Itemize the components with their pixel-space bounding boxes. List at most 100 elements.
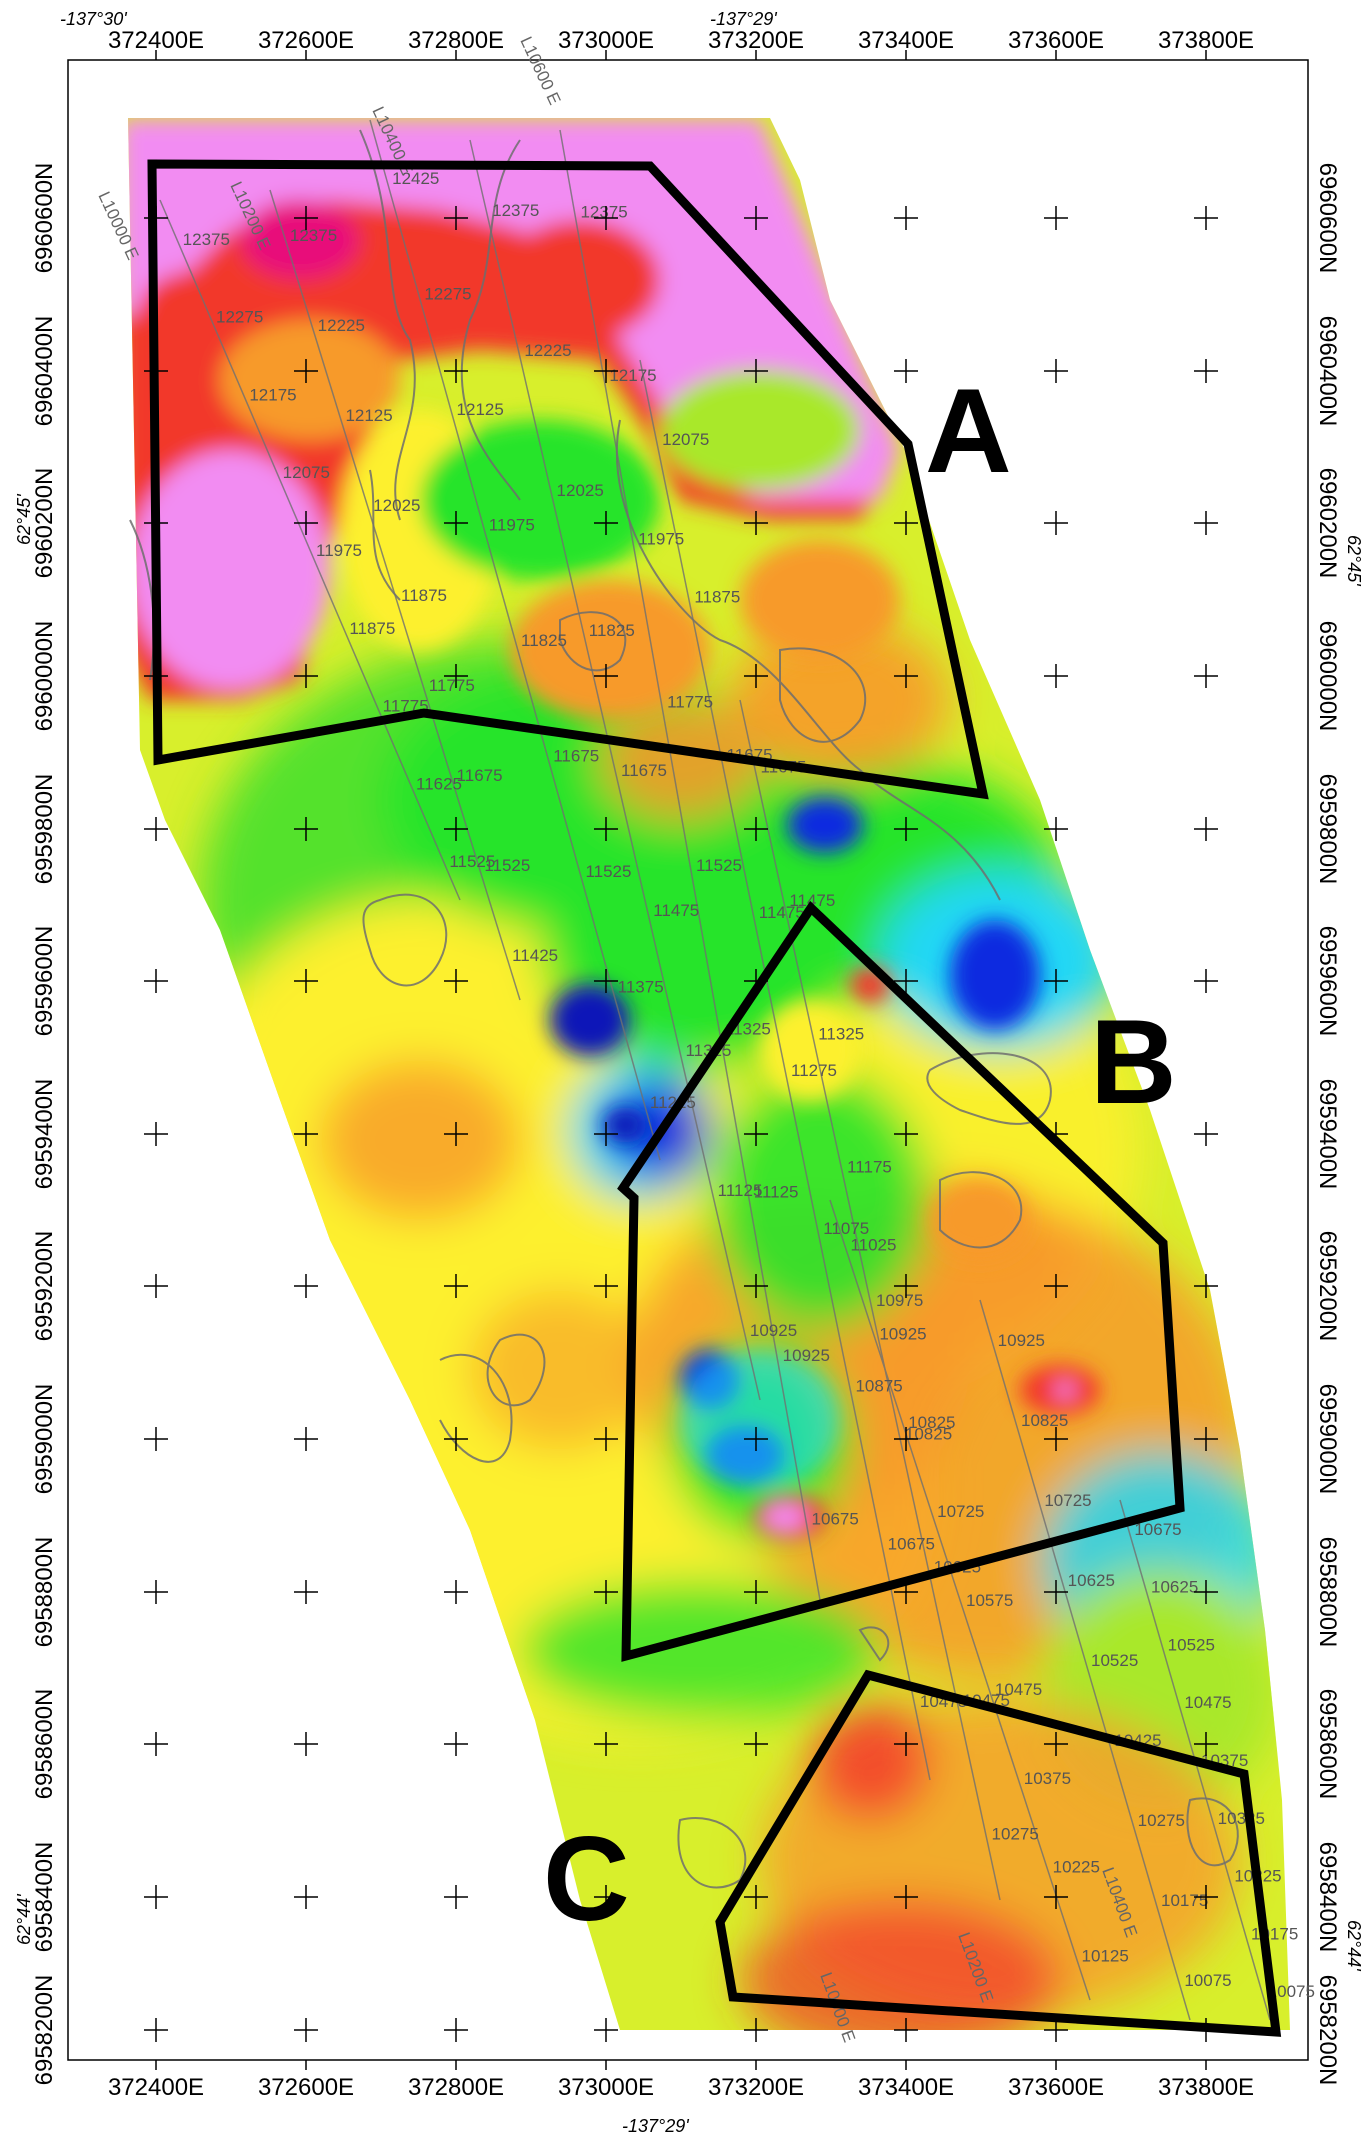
grid-cross	[744, 817, 768, 841]
grid-cross	[444, 664, 468, 688]
northing-label: 6959400N	[31, 1079, 58, 1190]
northing-label: 6958200N	[31, 1975, 58, 2086]
northing-label: 6959800N	[31, 774, 58, 885]
contour-value-label: 12225	[318, 316, 365, 335]
contour-value-label: 11825	[589, 621, 635, 640]
grid-cross	[144, 2018, 168, 2042]
contour-value-label: 10875	[855, 1377, 902, 1396]
zone-b-outline	[617, 901, 1185, 1662]
grid-cross	[1194, 206, 1218, 230]
contour-value-label: 10825	[908, 1413, 955, 1432]
contour-value-label: 12125	[345, 406, 392, 425]
grid-cross	[444, 1427, 468, 1451]
contour-value-label: 11975	[638, 529, 684, 548]
grid-cross	[894, 664, 918, 688]
frame-ticks	[155, 50, 1207, 2070]
contour-value-label: 11525	[585, 862, 631, 881]
grid-cross	[1044, 1427, 1068, 1451]
contour-value-label: 10625	[1151, 1578, 1198, 1597]
grid-cross	[144, 969, 168, 993]
grid-cross	[744, 511, 768, 535]
easting-label: 372800E	[408, 2074, 504, 2101]
grid-cross	[894, 817, 918, 841]
grid-cross	[894, 969, 918, 993]
grid-cross	[144, 1885, 168, 1909]
grid-cross	[894, 1122, 918, 1146]
contour-value-label: 11175	[847, 1158, 892, 1177]
latitude-label: 62°45'	[1344, 535, 1364, 586]
easting-labels-bottom: 372400E 372600E 372800E 373000E 373200E …	[108, 2074, 1254, 2101]
easting-label: 373800E	[1158, 27, 1254, 54]
northing-label: 6960600N	[31, 163, 58, 274]
contour-value-label: 11475	[653, 901, 699, 920]
grid-cross	[1194, 817, 1218, 841]
latitude-label: 62°44'	[1344, 1920, 1364, 1971]
northing-label: 6959000N	[31, 1384, 58, 1495]
grid-cross	[144, 1427, 168, 1451]
contour-value-label: 10525	[1091, 1651, 1138, 1670]
contour-value-label: 11475	[759, 903, 805, 922]
grid-cross	[1194, 359, 1218, 383]
grid-cross	[744, 1122, 768, 1146]
grid-cross	[594, 1885, 618, 1909]
contour-value-label: 11425	[512, 946, 558, 965]
grid-cross	[294, 1580, 318, 1604]
northing-label: 6960200N	[1314, 468, 1341, 579]
contour-value-label: 10725	[1044, 1491, 1091, 1510]
grid-cross	[444, 206, 468, 230]
grid-cross	[144, 1122, 168, 1146]
easting-label: 373600E	[1008, 27, 1104, 54]
grid-cross	[1044, 817, 1068, 841]
grid-crosses	[144, 206, 1218, 2042]
easting-label: 373400E	[858, 27, 954, 54]
grid-cross	[144, 817, 168, 841]
contour-value-label: 10225	[1053, 1858, 1100, 1877]
northing-label: 6958800N	[31, 1537, 58, 1648]
contour-value-label: 12375	[290, 226, 337, 245]
grid-cross	[894, 206, 918, 230]
grid-cross	[594, 969, 618, 993]
contour-value-label: 10975	[876, 1291, 923, 1310]
contour-value-label: 12375	[183, 230, 230, 249]
contour-value-label: 10175	[1161, 1891, 1208, 1910]
grid-cross	[744, 1732, 768, 1756]
grid-cross	[444, 511, 468, 535]
grid-cross	[294, 1122, 318, 1146]
grid-cross	[294, 969, 318, 993]
contour-value-label: 10525	[1168, 1635, 1215, 1654]
grid-cross	[594, 1732, 618, 1756]
contour-value-label: 10475	[995, 1680, 1042, 1699]
contour-value-label: 12025	[557, 481, 604, 500]
zone-a-label: A	[925, 364, 1012, 498]
grid-cross	[894, 1885, 918, 1909]
contour-value-label: 11275	[791, 1061, 837, 1080]
contour-value-label: 11125	[754, 1183, 799, 1202]
grid-cross	[294, 359, 318, 383]
contour-value-label: 11675	[457, 766, 503, 785]
northing-label: 6958400N	[1314, 1842, 1341, 1953]
easting-label: 373000E	[558, 27, 654, 54]
northing-label: 6960000N	[31, 621, 58, 732]
grid-cross	[894, 511, 918, 535]
grid-cross	[294, 1732, 318, 1756]
northing-label: 6960000N	[1314, 621, 1341, 732]
grid-cross	[444, 359, 468, 383]
northing-label: 6960400N	[1314, 316, 1341, 427]
map-frame	[67, 59, 1309, 2061]
grid-cross	[444, 1885, 468, 1909]
grid-cross	[444, 1274, 468, 1298]
grid-cross	[1044, 1274, 1068, 1298]
contour-value-label: 10475	[1184, 1693, 1231, 1712]
contour-value-label: 10825	[1021, 1411, 1068, 1430]
grid-cross	[294, 817, 318, 841]
northing-label: 6958600N	[31, 1689, 58, 1800]
contour-value-label: 11525	[696, 856, 742, 875]
grid-cross	[594, 2018, 618, 2042]
contour-value-label: 11525	[484, 856, 530, 875]
easting-label: 373200E	[708, 2074, 804, 2101]
northing-labels: 6960600N 6960600N 6960400N 6960400N 6960200N…	[31, 163, 1341, 2086]
easting-label: 373800E	[1158, 2074, 1254, 2101]
grid-cross	[1194, 1885, 1218, 1909]
zone-c-outline	[715, 1669, 1282, 2037]
contour-value-label: 10175	[1251, 1924, 1298, 1943]
